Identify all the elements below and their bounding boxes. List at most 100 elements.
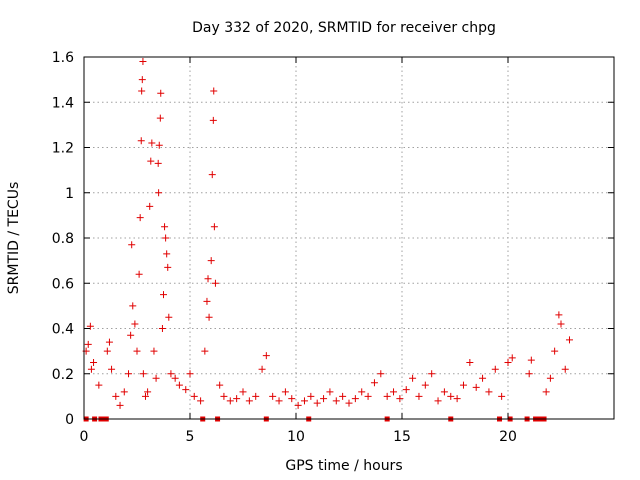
data-point xyxy=(86,322,94,330)
x-axis-label: GPS time / hours xyxy=(285,458,402,474)
data-point xyxy=(339,392,347,400)
y-tick-label: 1 xyxy=(65,186,74,202)
data-point xyxy=(156,114,164,122)
data-point xyxy=(239,388,247,396)
y-tick-label: 1.2 xyxy=(52,141,74,157)
data-point xyxy=(175,381,183,389)
data-point xyxy=(138,87,146,95)
data-point xyxy=(154,159,162,167)
data-point xyxy=(150,347,158,355)
data-point xyxy=(141,392,149,400)
data-point xyxy=(320,395,328,403)
data-point xyxy=(546,374,554,382)
data-point xyxy=(163,250,171,258)
data-point xyxy=(300,397,308,405)
y-tick-label: 1.4 xyxy=(52,95,74,111)
data-point xyxy=(508,354,516,362)
data-point xyxy=(245,397,253,405)
data-point xyxy=(466,358,474,366)
data-point xyxy=(120,388,128,396)
data-point xyxy=(313,399,321,407)
data-point xyxy=(207,257,215,265)
data-point xyxy=(136,214,144,222)
data-point xyxy=(108,365,116,373)
data-point xyxy=(525,370,533,378)
data-point xyxy=(453,395,461,403)
data-point xyxy=(557,320,565,328)
x-tick-label: 0 xyxy=(80,429,89,445)
data-point xyxy=(409,374,417,382)
data-point xyxy=(269,392,277,400)
data-point xyxy=(155,141,163,149)
axes: 0 0.2 0.4 0.6 0.8 1 1.2 1.4 1.6 0 5 10 15 20 xyxy=(52,50,614,445)
data-point xyxy=(190,392,198,400)
data-point xyxy=(210,87,218,95)
data-point xyxy=(542,388,550,396)
data-point xyxy=(402,386,410,394)
data-point xyxy=(148,139,156,147)
y-tick-label: 0.8 xyxy=(52,231,74,247)
data-point xyxy=(127,331,135,339)
data-point xyxy=(459,381,467,389)
data-point xyxy=(112,392,120,400)
data-point xyxy=(87,365,95,373)
data-point xyxy=(504,358,512,366)
x-tick-label: 20 xyxy=(499,429,517,445)
data-point xyxy=(434,397,442,405)
data-point xyxy=(307,392,315,400)
data-points xyxy=(82,58,573,422)
data-point xyxy=(364,392,372,400)
data-point xyxy=(133,347,141,355)
data-point xyxy=(565,336,573,344)
data-point xyxy=(165,313,173,321)
y-tick-label: 0.2 xyxy=(52,367,74,383)
data-point xyxy=(326,388,334,396)
data-point xyxy=(155,189,163,197)
data-point xyxy=(485,388,493,396)
data-point xyxy=(294,401,302,409)
data-point xyxy=(358,388,366,396)
data-point xyxy=(129,302,137,310)
data-point xyxy=(561,365,569,373)
data-point xyxy=(160,291,167,299)
data-point xyxy=(182,386,190,394)
data-point xyxy=(275,397,283,405)
data-point xyxy=(203,297,211,305)
data-point xyxy=(252,392,260,400)
data-point xyxy=(171,374,179,382)
data-point xyxy=(258,365,266,373)
data-point xyxy=(186,370,194,378)
data-point xyxy=(447,392,455,400)
data-point xyxy=(498,392,506,400)
data-point xyxy=(164,263,172,271)
data-point xyxy=(332,397,340,405)
data-point xyxy=(197,397,205,405)
data-point xyxy=(211,279,219,287)
data-point xyxy=(116,401,124,409)
data-point xyxy=(205,313,213,321)
chart-title: Day 332 of 2020, SRMTID for receiver chp… xyxy=(192,20,496,36)
y-tick-label: 0.4 xyxy=(52,322,74,338)
data-point xyxy=(370,379,378,387)
data-point xyxy=(440,388,448,396)
data-point xyxy=(390,388,398,396)
data-point xyxy=(479,374,487,382)
data-point xyxy=(152,374,160,382)
data-point xyxy=(157,89,165,97)
data-point xyxy=(90,358,98,366)
data-point xyxy=(216,381,224,389)
data-point xyxy=(147,157,155,165)
data-point xyxy=(288,395,296,403)
data-point xyxy=(158,325,166,332)
data-point xyxy=(138,76,146,84)
data-point xyxy=(209,116,217,124)
data-point xyxy=(201,347,209,355)
data-point xyxy=(281,388,289,396)
data-point xyxy=(555,311,563,319)
data-point xyxy=(105,338,113,346)
data-point xyxy=(428,370,436,378)
data-point xyxy=(137,137,145,145)
data-point xyxy=(162,234,170,242)
data-point xyxy=(345,399,353,407)
